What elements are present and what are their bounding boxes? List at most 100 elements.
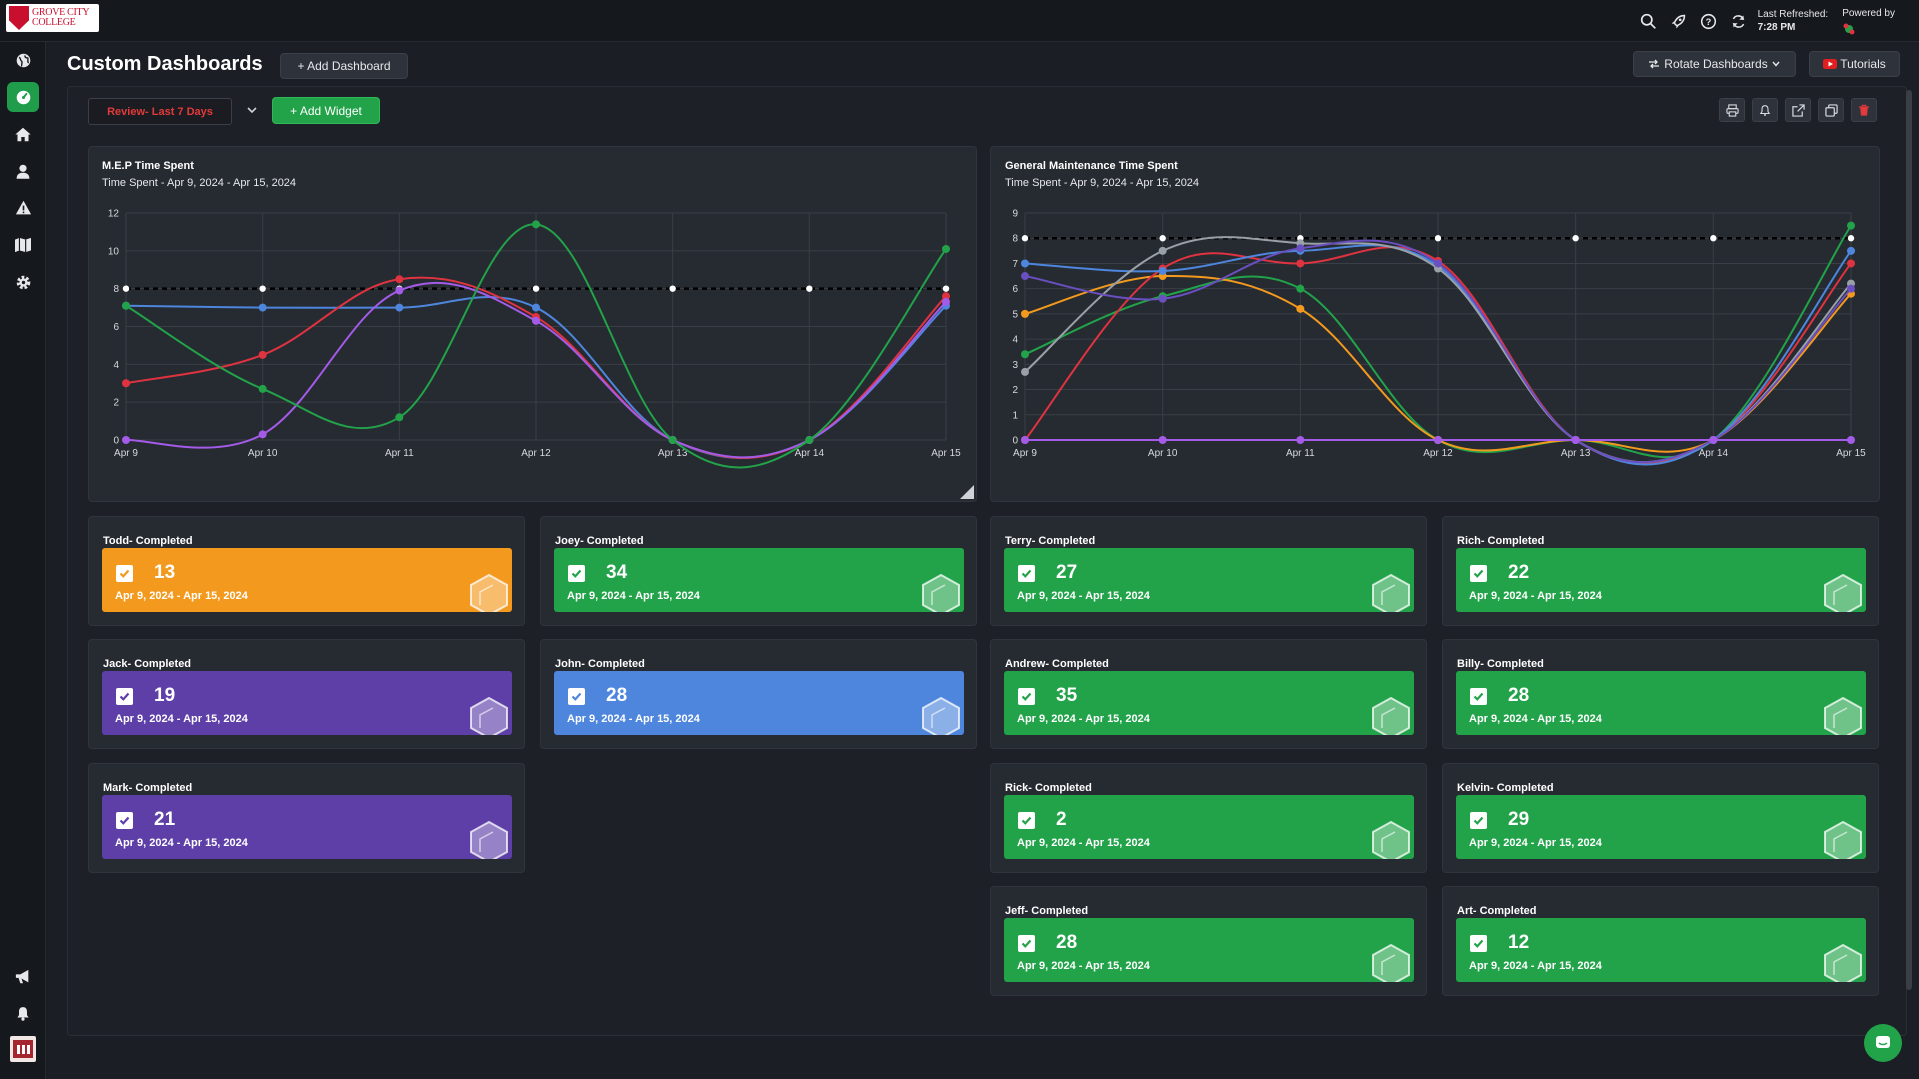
kpi-box[interactable]: 2 Apr 9, 2024 - Apr 15, 2024 <box>1004 795 1414 859</box>
kpi-card: John- Completed 28 Apr 9, 2024 - Apr 15,… <box>540 639 977 749</box>
data-point <box>1296 304 1305 313</box>
print-button[interactable] <box>1719 98 1745 122</box>
gear-icon <box>16 275 30 289</box>
checkbox-icon <box>1470 935 1487 952</box>
add-widget-button[interactable]: + Add Widget <box>272 97 380 124</box>
rotate-dashboards-button[interactable]: Rotate Dashboards <box>1633 51 1796 77</box>
kpi-date-range: Apr 9, 2024 - Apr 15, 2024 <box>567 713 700 725</box>
data-point <box>1158 267 1167 276</box>
kpi-box[interactable]: 27 Apr 9, 2024 - Apr 15, 2024 <box>1004 548 1414 612</box>
data-point <box>1021 235 1029 242</box>
kpi-box[interactable]: 13 Apr 9, 2024 - Apr 15, 2024 <box>102 548 512 612</box>
data-point <box>942 244 950 253</box>
kpi-card: Mark- Completed 21 Apr 9, 2024 - Apr 15,… <box>88 763 525 873</box>
chat-button[interactable] <box>1864 1024 1902 1062</box>
refresh-icon[interactable] <box>1724 6 1754 36</box>
sidebar-item-globe[interactable] <box>7 45 39 75</box>
kpi-value: 19 <box>154 685 176 706</box>
avatar[interactable] <box>7 1034 39 1064</box>
filter-chevron-down-icon[interactable] <box>244 100 260 120</box>
globe-icon <box>16 53 30 67</box>
y-tick-label: 8 <box>113 284 119 295</box>
help-icon[interactable]: ? <box>1694 6 1724 36</box>
kpi-date-range: Apr 9, 2024 - Apr 15, 2024 <box>1469 713 1602 725</box>
kpi-box[interactable]: 28 Apr 9, 2024 - Apr 15, 2024 <box>1004 918 1414 982</box>
hexagon-icon <box>1372 820 1410 859</box>
data-point <box>1847 221 1855 230</box>
alert-button[interactable] <box>1752 98 1778 122</box>
sidebar-item-map[interactable] <box>7 230 39 260</box>
chart-title: M.E.P Time Spent <box>102 160 194 172</box>
checkbox-icon <box>116 688 133 705</box>
date-range-filter[interactable]: Review- Last 7 Days <box>88 98 232 125</box>
chart-grid: 0 1 2 3 4 5 6 7 8 9 Apr 9 Apr 10 Apr 11 Apr 12 Apr 13 A… <box>1012 209 1866 460</box>
sidebar-item-dashboards[interactable] <box>7 82 39 112</box>
copy-icon <box>1824 103 1838 117</box>
data-point <box>1709 436 1718 444</box>
data-point <box>1158 246 1167 255</box>
kpi-box[interactable]: 29 Apr 9, 2024 - Apr 15, 2024 <box>1456 795 1866 859</box>
y-tick-label: 2 <box>1012 385 1018 396</box>
data-point <box>1158 294 1167 303</box>
hexagon-icon <box>1824 943 1862 982</box>
hexagon-icon <box>470 820 508 859</box>
kpi-box[interactable]: 28 Apr 9, 2024 - Apr 15, 2024 <box>554 671 964 735</box>
y-tick-label: 0 <box>113 436 119 447</box>
kpi-box[interactable]: 21 Apr 9, 2024 - Apr 15, 2024 <box>102 795 512 859</box>
kpi-box[interactable]: 28 Apr 9, 2024 - Apr 15, 2024 <box>1456 671 1866 735</box>
kpi-card: Jeff- Completed 28 Apr 9, 2024 - Apr 15,… <box>990 886 1427 996</box>
kpi-card: Terry- Completed 27 Apr 9, 2024 - Apr 15… <box>990 516 1427 626</box>
delete-button[interactable] <box>1851 98 1877 122</box>
powered-by-logo-icon <box>1843 23 1855 34</box>
page-scrollbar[interactable] <box>1906 90 1912 990</box>
data-point <box>1296 259 1305 268</box>
page-title: Custom Dashboards <box>67 53 263 75</box>
x-tick-label: Apr 12 <box>1423 448 1453 459</box>
kpi-box[interactable]: 12 Apr 9, 2024 - Apr 15, 2024 <box>1456 918 1866 982</box>
college-logo[interactable]: GROVE CITY COLLEGE <box>6 4 99 32</box>
y-tick-label: 1 <box>1012 410 1018 421</box>
add-dashboard-button[interactable]: + Add Dashboard <box>280 53 408 79</box>
last-refreshed: Last Refreshed: 7:28 PM <box>1758 8 1829 34</box>
kpi-box[interactable]: 34 Apr 9, 2024 - Apr 15, 2024 <box>554 548 964 612</box>
hexagon-icon <box>1824 696 1862 735</box>
kpi-date-range: Apr 9, 2024 - Apr 15, 2024 <box>1017 837 1150 849</box>
series-line <box>1024 239 1852 464</box>
checkbox-icon <box>116 565 133 582</box>
data-point <box>122 436 130 444</box>
data-point <box>1021 367 1029 376</box>
sidebar-item-alerts[interactable] <box>7 193 39 223</box>
kpi-box[interactable]: 19 Apr 9, 2024 - Apr 15, 2024 <box>102 671 512 735</box>
data-point <box>1571 436 1580 444</box>
data-point <box>668 436 677 444</box>
sidebar-item-user[interactable] <box>7 156 39 186</box>
rocket-icon[interactable] <box>1664 6 1694 36</box>
kpi-card: Rick- Completed 2 Apr 9, 2024 - Apr 15, … <box>990 763 1427 873</box>
share-button[interactable] <box>1785 98 1811 122</box>
data-point <box>395 286 404 295</box>
copy-button[interactable] <box>1818 98 1844 122</box>
kpi-box[interactable]: 35 Apr 9, 2024 - Apr 15, 2024 <box>1004 671 1414 735</box>
sidebar-item-settings[interactable] <box>7 267 39 297</box>
kpi-box[interactable]: 22 Apr 9, 2024 - Apr 15, 2024 <box>1456 548 1866 612</box>
home-icon <box>15 127 31 141</box>
kpi-value: 13 <box>154 562 176 583</box>
map-icon <box>15 237 31 253</box>
x-tick-label: Apr 15 <box>931 448 961 459</box>
tutorials-button[interactable]: Tutorials <box>1809 51 1900 77</box>
data-point <box>395 275 404 284</box>
y-tick-label: 12 <box>108 209 120 220</box>
checkbox-icon <box>116 812 133 829</box>
kpi-label: Rich- Completed <box>1457 535 1545 547</box>
resize-handle-icon[interactable] <box>960 485 974 499</box>
hexagon-icon <box>1372 696 1410 735</box>
tutorials-label: Tutorials <box>1840 57 1886 71</box>
y-tick-label: 6 <box>1012 284 1018 295</box>
hexagon-icon <box>470 696 508 735</box>
sidebar-item-announcements[interactable] <box>7 962 39 992</box>
target-series <box>1021 235 1855 242</box>
sidebar-item-notifications[interactable] <box>7 998 39 1028</box>
sidebar-item-home[interactable] <box>7 119 39 149</box>
search-icon[interactable] <box>1634 6 1664 36</box>
data-point <box>1572 235 1579 242</box>
